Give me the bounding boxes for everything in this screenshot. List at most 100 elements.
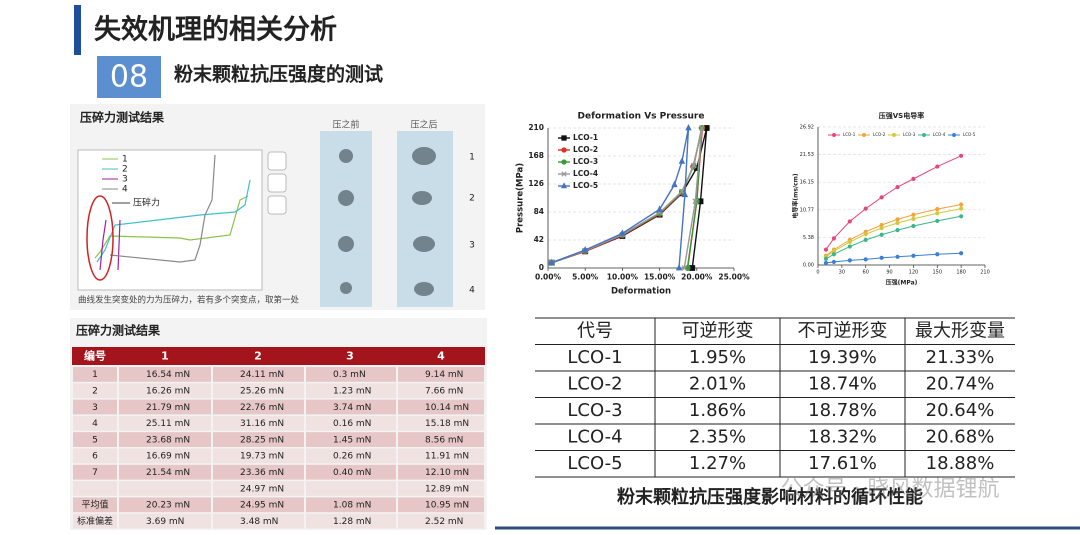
cell bbox=[306, 448, 396, 464]
column-header: 3 bbox=[346, 350, 354, 363]
cell-text: 20.74% bbox=[926, 373, 995, 394]
marker bbox=[935, 252, 940, 257]
y-tick-label: 42 bbox=[534, 235, 544, 244]
cell bbox=[73, 367, 117, 382]
y-tick-label: 21.53 bbox=[800, 152, 814, 158]
cell bbox=[306, 481, 396, 496]
cell bbox=[119, 497, 211, 513]
curve-2 bbox=[96, 179, 251, 263]
curve-3 bbox=[99, 219, 121, 271]
cell-text: 0.40 mN bbox=[333, 468, 371, 478]
y-axis-label: 电导率(ms/cm) bbox=[792, 173, 800, 219]
legend-label: LCO-4 bbox=[933, 132, 946, 137]
toolbar bbox=[267, 151, 287, 215]
cell bbox=[306, 383, 396, 399]
marker bbox=[935, 207, 940, 212]
marker bbox=[895, 228, 900, 233]
header-row bbox=[72, 347, 485, 365]
crushed-particle bbox=[412, 147, 436, 165]
cell-text: 31.16 mN bbox=[240, 419, 284, 429]
cell-text: 18.78% bbox=[808, 400, 877, 421]
cell-text: LCO-5 bbox=[567, 453, 622, 474]
cell-text: LCO-1 bbox=[567, 347, 622, 368]
caption: 粉末颗粒抗压强度影响材料的循环性能 bbox=[617, 486, 923, 508]
marker bbox=[959, 202, 964, 207]
x-tick-label: 15.00% bbox=[644, 273, 676, 282]
marker bbox=[862, 133, 866, 137]
cell-text: 1.86% bbox=[689, 400, 746, 421]
legend-label: 2 bbox=[122, 165, 128, 175]
cell-text: 1.08 mN bbox=[333, 501, 371, 511]
column-header: 4 bbox=[437, 350, 445, 363]
cell bbox=[306, 497, 396, 513]
cell-text: 24.95 mN bbox=[240, 501, 284, 511]
sample-number: 4 bbox=[469, 286, 475, 296]
cell bbox=[398, 497, 484, 513]
legend-label: LCO-2 bbox=[573, 145, 598, 154]
cell bbox=[213, 415, 304, 431]
marker bbox=[619, 229, 626, 236]
marker bbox=[879, 225, 884, 231]
sample-number: 2 bbox=[469, 194, 475, 204]
marker bbox=[675, 264, 683, 271]
marker bbox=[581, 246, 589, 253]
tool-zoom[interactable] bbox=[267, 173, 287, 193]
marker bbox=[831, 252, 837, 257]
cell-text: 10.95 mN bbox=[425, 501, 469, 511]
cell bbox=[398, 383, 484, 399]
cell bbox=[398, 448, 484, 464]
marker bbox=[823, 247, 829, 252]
cell bbox=[119, 399, 211, 415]
x-tick-label: 0 bbox=[816, 270, 819, 276]
cell bbox=[73, 415, 117, 431]
cell-text: 12.89 mN bbox=[425, 484, 469, 494]
tool-image[interactable] bbox=[267, 151, 287, 171]
cell-text: LCO-3 bbox=[567, 400, 622, 421]
legend-label: LCO-1 bbox=[843, 132, 856, 137]
marker bbox=[692, 198, 699, 205]
marker bbox=[681, 265, 688, 271]
marker bbox=[561, 135, 567, 141]
y-tick-label: 84 bbox=[534, 207, 544, 216]
crushed-particle bbox=[413, 236, 435, 252]
force-curve-plot bbox=[77, 149, 263, 291]
cell bbox=[306, 464, 396, 480]
marker bbox=[922, 133, 926, 137]
cell-text: 1.23 mN bbox=[333, 386, 371, 396]
marker bbox=[685, 124, 692, 131]
cell bbox=[398, 513, 484, 529]
cell-text: 2.52 mN bbox=[425, 517, 463, 527]
slide-title: 失效机理的相关分析 bbox=[94, 14, 337, 46]
highlight-ellipse bbox=[86, 195, 114, 281]
tool-more[interactable] bbox=[267, 195, 287, 215]
legend-label: 3 bbox=[122, 175, 128, 185]
marker bbox=[698, 125, 705, 131]
axes bbox=[547, 128, 734, 269]
marker bbox=[832, 133, 836, 137]
table-title: 压碎力测试结果 bbox=[76, 323, 160, 338]
cell bbox=[213, 367, 304, 382]
particle bbox=[338, 190, 354, 206]
marker bbox=[690, 162, 697, 169]
marker bbox=[935, 218, 940, 224]
legend-label: 1 bbox=[122, 155, 128, 165]
cell bbox=[119, 383, 211, 399]
particle bbox=[340, 282, 352, 294]
marker bbox=[895, 217, 900, 222]
curve-4 bbox=[109, 154, 216, 263]
legend-label: LCO-5 bbox=[963, 132, 976, 137]
particle-images bbox=[338, 147, 436, 296]
marker bbox=[561, 171, 567, 177]
cell-text: 1.95% bbox=[689, 347, 746, 368]
y-tick-label: 0.00 bbox=[803, 263, 814, 269]
cell-text: 0.26 mN bbox=[333, 452, 371, 462]
cell bbox=[119, 513, 211, 529]
cell bbox=[119, 448, 211, 464]
marker bbox=[959, 214, 964, 219]
legend-label: 4 bbox=[122, 185, 128, 195]
x-tick-label: 5.00% bbox=[572, 273, 599, 282]
cell-text: 16.54 mN bbox=[146, 370, 190, 380]
y-tick-label: 168 bbox=[528, 151, 544, 160]
marker bbox=[561, 182, 567, 189]
